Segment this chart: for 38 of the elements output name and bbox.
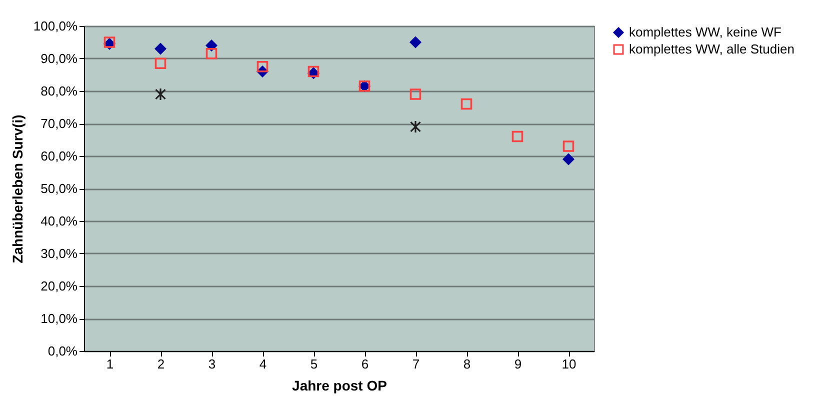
y-tick-label: 40,0%	[40, 214, 78, 228]
point	[206, 40, 218, 52]
x-tick-label: 4	[259, 356, 267, 372]
x-tick-label: 10	[562, 356, 576, 372]
y-tick-label: 20,0%	[40, 278, 78, 294]
point	[410, 120, 422, 134]
point	[512, 130, 524, 142]
x-tick-label: 6	[361, 356, 369, 372]
point	[154, 58, 166, 70]
y-tick-label: 80,0%	[40, 84, 78, 98]
y-tick-label: 90,0%	[40, 51, 78, 66]
point	[562, 154, 574, 165]
x-tick-label: 9	[514, 356, 522, 372]
y-tick-label: 50,0%	[40, 181, 78, 196]
y-tick-label: 60,0%	[40, 148, 78, 164]
y-axis-title: Zahnüberleben Surv(i)	[9, 114, 26, 264]
point	[256, 60, 268, 72]
point	[154, 88, 166, 101]
x-axis-title: Jahre post OP	[292, 378, 387, 394]
y-tick-label: 10,0%	[40, 311, 78, 326]
x-tick-label: 7	[412, 356, 420, 372]
point	[410, 88, 422, 100]
x-tick-label: 2	[157, 356, 165, 372]
point	[562, 140, 574, 152]
x-tick-label: 8	[463, 356, 471, 372]
x-tick-label: 1	[106, 356, 114, 372]
point	[154, 43, 166, 54]
y-tick-label: 70,0%	[40, 116, 78, 131]
legend-label: komplettes WW, alle Studien	[629, 42, 794, 56]
x-tick-label: 5	[310, 356, 318, 372]
y-tick-label: 0,0%	[48, 344, 78, 358]
x-tick-label: 3	[208, 356, 216, 372]
point	[410, 36, 422, 48]
point	[460, 98, 472, 110]
y-tick-label: 100,0%	[33, 18, 78, 34]
y-tick-label: 30,0%	[40, 246, 78, 261]
legend-label: komplettes WW, keine WF	[629, 24, 782, 40]
point	[206, 48, 218, 60]
